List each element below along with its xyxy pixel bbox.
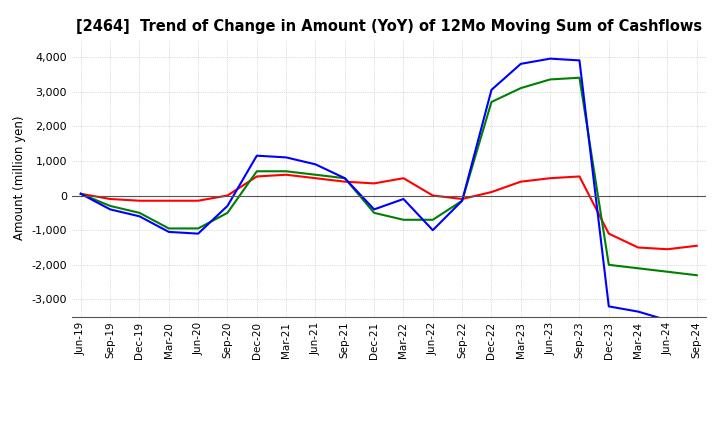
Operating Cashflow [253,174,261,179]
Operating Cashflow [487,189,496,194]
Free Cashflow [428,227,437,233]
Investing Cashflow [516,85,525,91]
Operating Cashflow [164,198,173,203]
Free Cashflow [634,309,642,314]
Investing Cashflow [487,99,496,105]
Free Cashflow [546,56,554,61]
Operating Cashflow [282,172,290,177]
Investing Cashflow [458,198,467,203]
Operating Cashflow [399,176,408,181]
Operating Cashflow [634,245,642,250]
Operating Cashflow [135,198,144,203]
Free Cashflow [693,316,701,321]
Operating Cashflow [575,174,584,179]
Operating Cashflow [546,176,554,181]
Operating Cashflow [311,176,320,181]
Free Cashflow [253,153,261,158]
Investing Cashflow [399,217,408,222]
Free Cashflow [370,207,379,212]
Free Cashflow [663,318,672,323]
Investing Cashflow [194,226,202,231]
Investing Cashflow [311,172,320,177]
Investing Cashflow [76,191,85,196]
Free Cashflow [487,87,496,92]
Investing Cashflow [106,203,114,209]
Line: Free Cashflow: Free Cashflow [81,59,697,320]
Line: Operating Cashflow: Operating Cashflow [81,175,697,249]
Investing Cashflow [164,226,173,231]
Investing Cashflow [370,210,379,216]
Free Cashflow [516,61,525,66]
Free Cashflow [399,196,408,202]
Investing Cashflow [693,272,701,278]
Free Cashflow [76,191,85,196]
Investing Cashflow [223,210,232,216]
Operating Cashflow [194,198,202,203]
Investing Cashflow [253,169,261,174]
Investing Cashflow [575,75,584,81]
Operating Cashflow [693,243,701,249]
Investing Cashflow [282,169,290,174]
Line: Investing Cashflow: Investing Cashflow [81,78,697,275]
Operating Cashflow [458,196,467,202]
Free Cashflow [135,214,144,219]
Title: [2464]  Trend of Change in Amount (YoY) of 12Mo Moving Sum of Cashflows: [2464] Trend of Change in Amount (YoY) o… [76,19,702,34]
Free Cashflow [341,176,349,181]
Investing Cashflow [428,217,437,222]
Operating Cashflow [516,179,525,184]
Free Cashflow [311,161,320,167]
Free Cashflow [223,203,232,209]
Operating Cashflow [76,191,85,196]
Free Cashflow [194,231,202,236]
Free Cashflow [575,58,584,63]
Y-axis label: Amount (million yen): Amount (million yen) [13,116,26,240]
Operating Cashflow [605,231,613,236]
Operating Cashflow [341,179,349,184]
Investing Cashflow [546,77,554,82]
Investing Cashflow [341,176,349,181]
Operating Cashflow [223,193,232,198]
Free Cashflow [605,304,613,309]
Operating Cashflow [663,246,672,252]
Investing Cashflow [663,269,672,275]
Free Cashflow [164,229,173,235]
Operating Cashflow [428,193,437,198]
Free Cashflow [458,198,467,203]
Investing Cashflow [135,210,144,216]
Investing Cashflow [605,262,613,268]
Operating Cashflow [106,196,114,202]
Free Cashflow [282,155,290,160]
Free Cashflow [106,207,114,212]
Operating Cashflow [370,181,379,186]
Investing Cashflow [634,266,642,271]
